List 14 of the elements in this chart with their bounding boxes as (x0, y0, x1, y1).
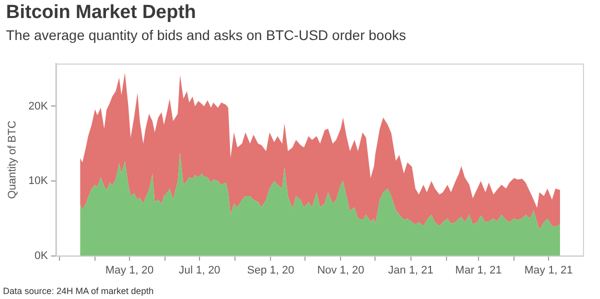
x-tick-label: Jan 1, 21 (388, 264, 434, 276)
y-tick-label: 20K (28, 100, 49, 112)
chart-subtitle: The average quantity of bids and asks on BTC-USD order books (6, 27, 406, 43)
x-tick-label: Sep 1, 20 (247, 264, 294, 276)
y-tick-label: 0K (34, 250, 49, 262)
x-tick-label: Jul 1, 20 (178, 264, 220, 276)
x-tick-label: May 1, 21 (524, 264, 573, 276)
x-tick-label: May 1, 20 (105, 264, 154, 276)
y-axis-title: Quantity of BTC (6, 120, 19, 199)
y-tick-label: 10K (28, 175, 49, 188)
x-tick-label: Mar 1, 21 (455, 264, 502, 276)
chart-title: Bitcoin Market Depth (6, 2, 196, 24)
source-note: Data source: 24H MA of market depth (3, 286, 154, 296)
x-tick-label: Nov 1, 20 (317, 264, 364, 276)
